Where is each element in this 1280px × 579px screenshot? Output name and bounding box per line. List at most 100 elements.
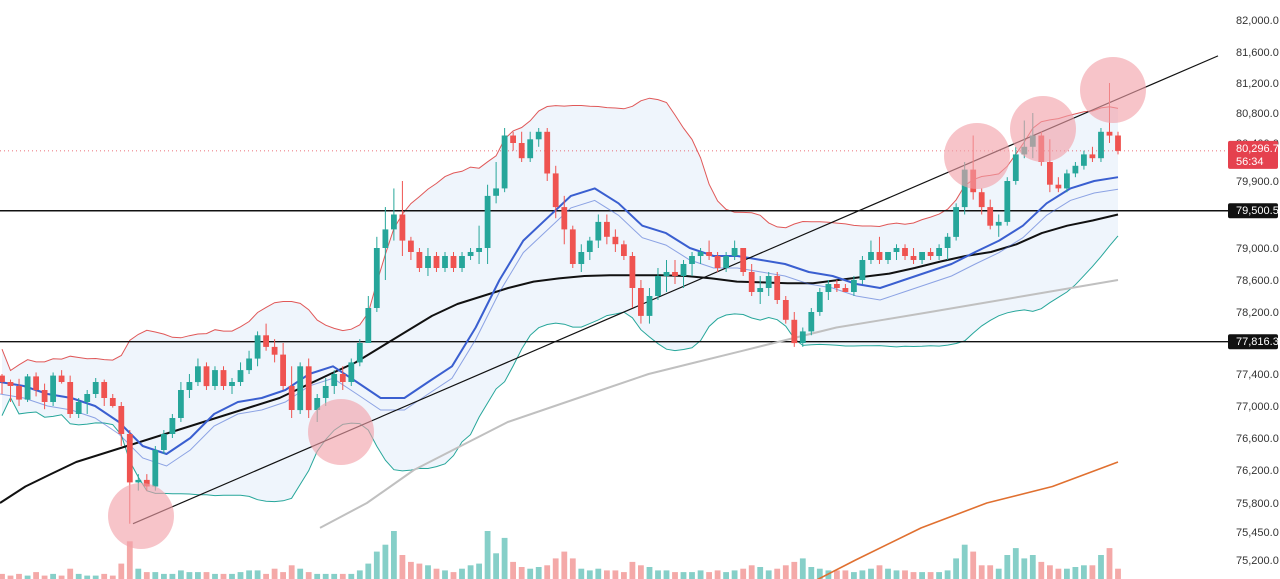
price-labels: 80,296.756:34 79,500.5 77,816.3 [1228,140,1279,350]
volume-bar [782,565,789,579]
volume-bar [118,563,125,579]
volume-bar [672,572,678,579]
candle-body [672,272,678,276]
candle-body [237,370,244,382]
highlight-circle-4 [1080,57,1146,123]
candle-body [382,229,389,248]
candle-body [0,375,5,382]
candle-body [195,366,201,383]
volume-bar [893,570,900,579]
volume-bar [1055,568,1062,579]
volume-bar [24,575,31,579]
candle-body [109,398,116,406]
candle-body [67,382,74,414]
volume-bar [544,565,551,579]
candle-body [92,382,99,394]
candle-body [161,434,167,450]
volume-bar [1012,548,1019,579]
candle-body [459,256,465,268]
candle-body [902,248,908,256]
candle-body [425,256,431,268]
y-tick-label: 79,000.0 [1236,243,1279,255]
volume-bar [944,570,951,579]
volume-bar [510,561,516,579]
volume-bar [1089,565,1096,579]
volume-bar [271,568,278,579]
candle-body [859,260,866,280]
candle-body [467,252,474,256]
volume-bar [288,565,295,579]
volume-bar [851,572,857,579]
candle-body [961,169,968,208]
volume-bar [885,568,891,579]
candle-body [254,335,261,359]
candle-body [842,288,849,292]
volume-bar [220,573,227,579]
candle-body [731,248,738,256]
volume-bar [382,544,389,579]
volume-bar [561,551,568,579]
volume-bar [7,575,14,579]
volume-bar [995,568,1002,579]
volume-bar [987,565,994,579]
volume-bar [391,531,397,579]
volume-bar [1072,567,1079,579]
y-tick-label: 76,200.0 [1236,465,1279,477]
candle-body [356,343,363,363]
candle-body [331,374,338,386]
candle-body [893,248,900,252]
volume-bar [723,572,729,579]
volume-bar [373,551,380,579]
candle-body [910,256,917,260]
volume-bar [808,567,815,579]
volume-bar [399,555,406,579]
candle-body [101,382,108,398]
y-tick-label: 77,000.0 [1236,401,1279,413]
volume-bar [799,558,806,579]
candle-body [58,375,65,382]
candle-body [416,252,423,268]
volume-bar [697,570,704,579]
candle-body [638,288,644,316]
candle-body [612,236,619,245]
volume-bar [161,573,167,579]
candle-body [995,221,1002,226]
candle-body [774,276,781,300]
volume-bar [331,573,338,579]
candle-body [348,362,355,382]
candle-body [442,256,448,268]
candle-body [510,135,516,143]
candle-body [280,354,286,386]
volume-bar [816,568,823,579]
volume-bar [356,570,363,579]
volume-bar [442,570,448,579]
candle-body [936,248,942,256]
price-tag-text-1: 79,500.5 [1236,205,1279,217]
candle-body [885,252,891,260]
candle-body [629,256,636,288]
volume-bar [101,573,108,579]
highlight-circle-2 [944,123,1010,189]
volume-bar [842,570,849,579]
volume-bar [58,575,65,579]
volume-bar [689,572,695,579]
volume-bar [365,563,372,579]
candle-body [723,256,729,268]
volume-bar [416,563,423,579]
highlight-circles [108,57,1146,549]
volume-bar [953,558,959,579]
candle-body [24,376,31,400]
candle-body [408,240,414,252]
volume-bar [1081,565,1087,579]
y-tick-label: 75,200.0 [1236,555,1279,567]
candle-body [953,207,959,237]
candle-body [263,335,269,347]
volume-bar [178,570,184,579]
y-tick-label: 75,800.0 [1236,498,1279,510]
y-tick-label: 81,200.0 [1236,78,1279,90]
band-fill [2,98,1118,502]
candle-body [135,479,142,483]
candle-body [1055,184,1062,189]
volume-bar [433,568,440,579]
